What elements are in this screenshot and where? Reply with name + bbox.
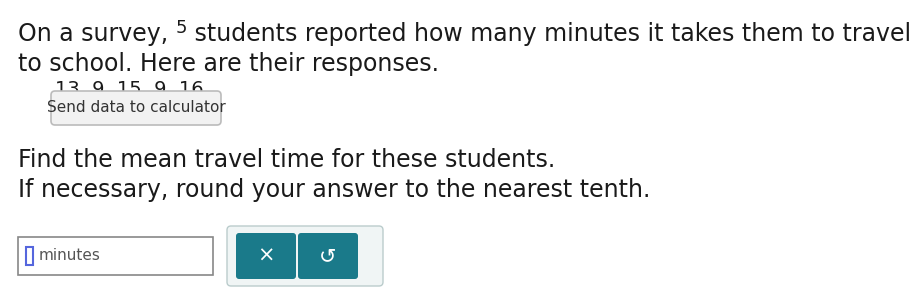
Text: 13, 9, 15, 9, 16: 13, 9, 15, 9, 16: [55, 80, 204, 99]
Text: On a survey,: On a survey,: [18, 22, 175, 46]
Text: Send data to calculator: Send data to calculator: [47, 101, 226, 116]
FancyBboxPatch shape: [18, 237, 213, 275]
FancyBboxPatch shape: [51, 91, 221, 125]
Text: ×: ×: [257, 246, 275, 266]
Text: Find the mean travel time for these students.: Find the mean travel time for these stud…: [18, 148, 555, 172]
FancyBboxPatch shape: [227, 226, 383, 286]
Text: students reported how many minutes it takes them to travel: students reported how many minutes it ta…: [187, 22, 911, 46]
FancyBboxPatch shape: [298, 233, 358, 279]
Text: 5: 5: [175, 19, 187, 37]
Text: minutes: minutes: [39, 248, 100, 264]
FancyBboxPatch shape: [236, 233, 296, 279]
Text: ↺: ↺: [320, 246, 337, 266]
Text: If necessary, round your answer to the nearest tenth.: If necessary, round your answer to the n…: [18, 178, 650, 202]
Text: to school. Here are their responses.: to school. Here are their responses.: [18, 52, 439, 76]
FancyBboxPatch shape: [26, 247, 33, 265]
